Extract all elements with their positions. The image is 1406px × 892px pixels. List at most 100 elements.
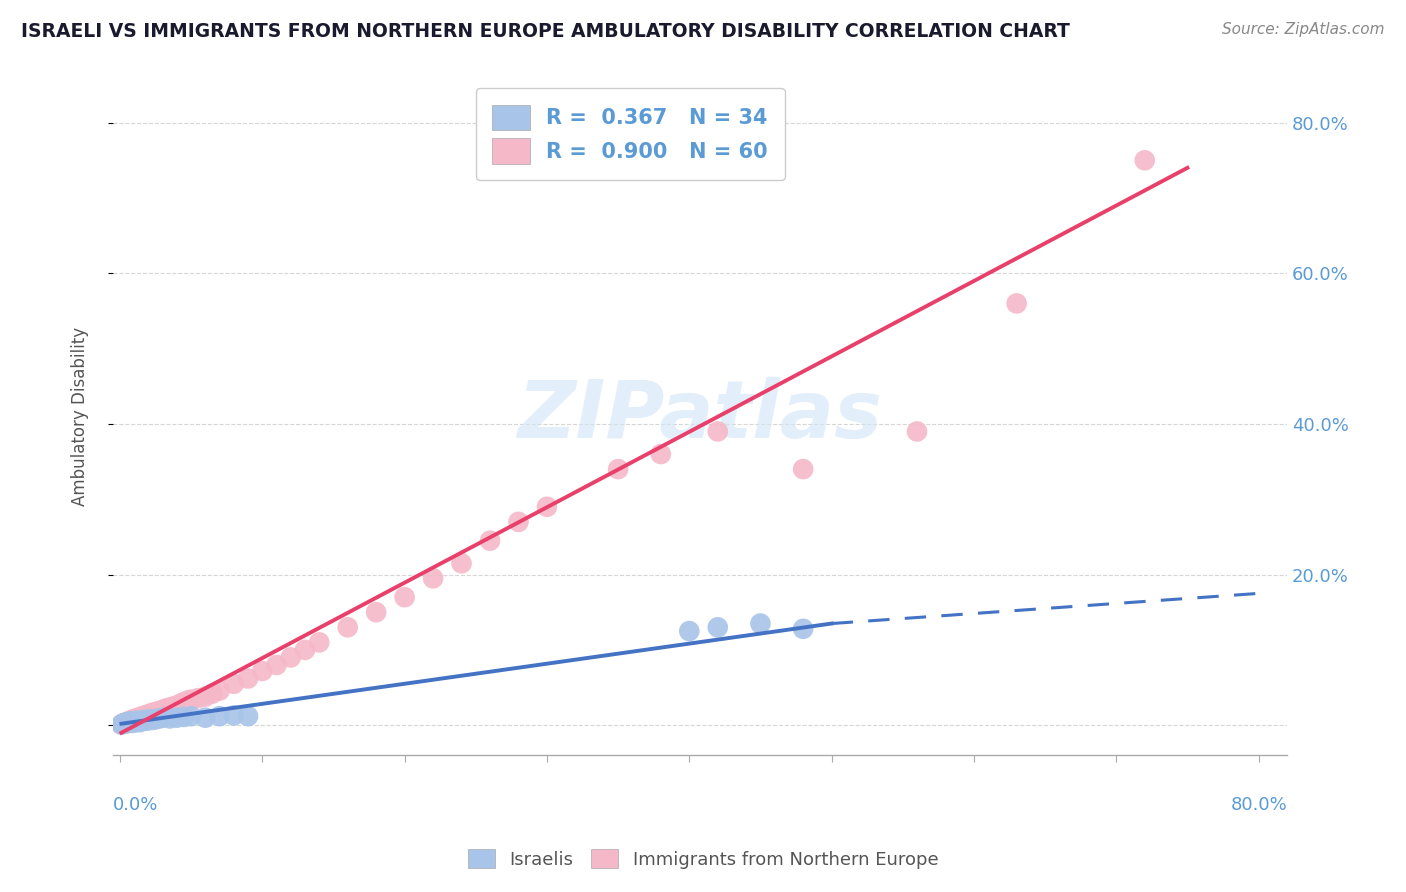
Point bbox=[222, 677, 245, 691]
Point bbox=[266, 657, 288, 672]
Legend: Israelis, Immigrants from Northern Europe: Israelis, Immigrants from Northern Europ… bbox=[460, 842, 946, 876]
Point bbox=[142, 713, 165, 727]
Point bbox=[131, 710, 153, 724]
Point bbox=[650, 447, 672, 461]
Point bbox=[792, 462, 814, 476]
Point bbox=[172, 696, 194, 710]
Point bbox=[122, 714, 145, 729]
Point bbox=[536, 500, 558, 514]
Point bbox=[120, 714, 142, 728]
Point bbox=[208, 709, 231, 723]
Point bbox=[160, 700, 183, 714]
Point bbox=[607, 462, 630, 476]
Point bbox=[678, 624, 700, 638]
Point bbox=[127, 714, 149, 729]
Point bbox=[174, 695, 197, 709]
Point bbox=[479, 533, 502, 548]
Point bbox=[155, 701, 177, 715]
Point bbox=[336, 620, 359, 634]
Point bbox=[149, 711, 172, 725]
Point bbox=[146, 705, 169, 719]
Point bbox=[139, 712, 162, 726]
Point bbox=[163, 699, 186, 714]
Point bbox=[194, 690, 217, 704]
Point bbox=[122, 712, 145, 726]
Point bbox=[121, 715, 143, 730]
Point bbox=[128, 711, 150, 725]
Legend: R =  0.367   N = 34, R =  0.900   N = 60: R = 0.367 N = 34, R = 0.900 N = 60 bbox=[475, 87, 785, 180]
Point bbox=[706, 620, 728, 634]
Point bbox=[159, 711, 181, 725]
Point bbox=[134, 709, 156, 723]
Point bbox=[125, 714, 148, 728]
Point bbox=[294, 643, 316, 657]
Point bbox=[128, 715, 150, 730]
Point bbox=[136, 707, 159, 722]
Point bbox=[135, 708, 157, 723]
Point bbox=[141, 706, 163, 721]
Point bbox=[180, 692, 202, 706]
Point bbox=[138, 707, 160, 722]
Point bbox=[112, 715, 135, 730]
Point bbox=[706, 425, 728, 439]
Point bbox=[508, 515, 530, 529]
Point bbox=[118, 714, 141, 728]
Point bbox=[110, 717, 132, 731]
Point bbox=[157, 701, 180, 715]
Point bbox=[308, 635, 330, 649]
Point bbox=[149, 704, 172, 718]
Point bbox=[120, 715, 142, 730]
Point bbox=[187, 691, 209, 706]
Point bbox=[169, 697, 191, 711]
Point bbox=[117, 715, 139, 730]
Point bbox=[131, 714, 153, 728]
Point bbox=[152, 711, 174, 725]
Point bbox=[166, 711, 188, 725]
Point bbox=[136, 714, 159, 728]
Point bbox=[222, 708, 245, 723]
Point bbox=[132, 709, 155, 723]
Point bbox=[125, 711, 148, 725]
Y-axis label: Ambulatory Disability: Ambulatory Disability bbox=[72, 326, 89, 506]
Point bbox=[180, 709, 202, 723]
Point bbox=[394, 590, 416, 604]
Point bbox=[422, 571, 444, 585]
Point bbox=[115, 715, 138, 730]
Point bbox=[124, 711, 146, 725]
Point bbox=[134, 713, 156, 727]
Point bbox=[280, 650, 302, 665]
Text: 80.0%: 80.0% bbox=[1230, 796, 1286, 814]
Text: ISRAELI VS IMMIGRANTS FROM NORTHERN EUROPE AMBULATORY DISABILITY CORRELATION CHA: ISRAELI VS IMMIGRANTS FROM NORTHERN EURO… bbox=[21, 22, 1070, 41]
Point bbox=[749, 616, 772, 631]
Point bbox=[177, 693, 200, 707]
Point bbox=[110, 717, 132, 731]
Point bbox=[1005, 296, 1028, 310]
Text: ZIPatlas: ZIPatlas bbox=[517, 377, 883, 456]
Point bbox=[236, 672, 259, 686]
Point bbox=[111, 716, 134, 731]
Point bbox=[201, 687, 224, 701]
Point bbox=[1133, 153, 1156, 168]
Point bbox=[143, 706, 166, 720]
Point bbox=[366, 605, 388, 619]
Point bbox=[115, 715, 138, 730]
Text: Source: ZipAtlas.com: Source: ZipAtlas.com bbox=[1222, 22, 1385, 37]
Point bbox=[112, 715, 135, 730]
Point bbox=[450, 556, 472, 570]
Point bbox=[117, 714, 139, 729]
Point bbox=[145, 712, 167, 726]
Point bbox=[236, 709, 259, 723]
Point bbox=[114, 716, 136, 731]
Text: 0.0%: 0.0% bbox=[112, 796, 159, 814]
Point bbox=[792, 622, 814, 636]
Point bbox=[252, 664, 274, 678]
Point bbox=[166, 698, 188, 713]
Point bbox=[194, 711, 217, 725]
Point bbox=[127, 711, 149, 725]
Point bbox=[905, 425, 928, 439]
Point bbox=[152, 703, 174, 717]
Point bbox=[208, 683, 231, 698]
Point bbox=[121, 713, 143, 727]
Point bbox=[111, 716, 134, 731]
Point bbox=[173, 710, 195, 724]
